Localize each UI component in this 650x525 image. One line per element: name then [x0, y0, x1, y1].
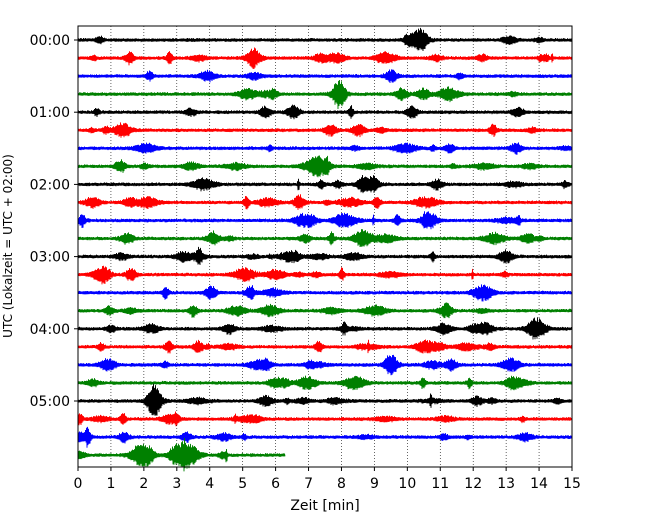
trace-line [77, 354, 573, 376]
y-tick-label: 00:00 [30, 33, 70, 49]
x-tick-label: 2 [139, 476, 148, 492]
trace-line [77, 246, 573, 266]
trace-line [77, 317, 573, 340]
x-tick-label: 13 [497, 476, 515, 492]
x-tick-label: 11 [431, 476, 449, 492]
trace-line [77, 426, 573, 448]
x-tick-label: 14 [530, 476, 548, 492]
trace-line [77, 302, 573, 319]
x-tick-label: 9 [370, 476, 379, 492]
trace-line [77, 104, 573, 120]
x-tick-label: 1 [106, 476, 115, 492]
trace-line [77, 79, 573, 109]
y-tick-label: 01:00 [30, 105, 70, 121]
trace-line [77, 383, 573, 416]
trace-line [77, 411, 573, 427]
x-tick-label: 15 [563, 476, 581, 492]
x-tick-label: 7 [304, 476, 313, 492]
trace-line [77, 265, 573, 285]
x-tick-label: 6 [271, 476, 280, 492]
x-tick-label: 4 [205, 476, 214, 492]
trace-line [77, 194, 573, 210]
trace-line [77, 438, 286, 472]
trace-line [77, 174, 573, 194]
x-axis-ticks: 0 1 2 3 4 5 6 7 8 9 10 11 12 13 14 15 [74, 467, 581, 492]
y-axis-label: UTC (Lokalzeit = UTC + 02:00) [1, 154, 15, 338]
trace-line [77, 122, 573, 138]
x-tick-label: 8 [337, 476, 346, 492]
trace-line [77, 229, 573, 247]
y-tick-label: 05:00 [30, 394, 70, 410]
trace-line [77, 155, 573, 178]
trace-line [77, 375, 573, 391]
trace-line [77, 211, 573, 230]
plot-frame [77, 25, 573, 468]
y-tick-label: 04:00 [30, 322, 70, 338]
trace-line [77, 339, 573, 354]
trace-line [77, 142, 573, 155]
trace-line [77, 27, 573, 51]
trace-line [77, 47, 573, 70]
y-axis-ticks: 00:00 01:00 02:00 03:00 04:00 05:00 [30, 33, 78, 410]
trace-layer [77, 27, 573, 472]
y-tick-label: 03:00 [30, 250, 70, 266]
x-axis-label: Zeit [min] [290, 498, 359, 514]
x-tick-label: 0 [74, 476, 83, 492]
trace-line [77, 284, 573, 302]
x-tick-label: 12 [464, 476, 482, 492]
trace-line [77, 69, 573, 84]
y-tick-label: 02:00 [30, 177, 70, 193]
x-tick-label: 3 [172, 476, 181, 492]
x-tick-label: 5 [238, 476, 247, 492]
x-tick-label: 10 [398, 476, 416, 492]
